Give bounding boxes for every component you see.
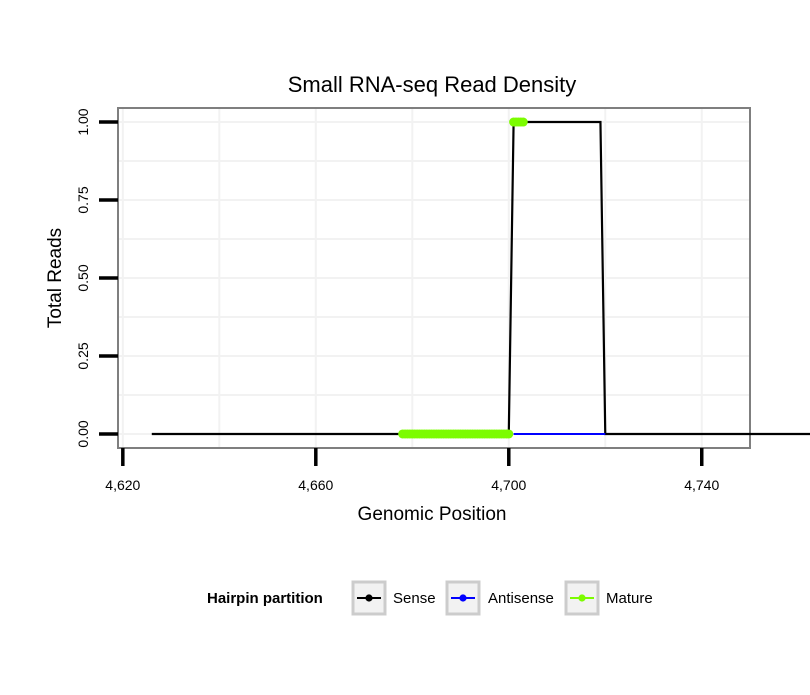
x-tick-label: 4,700 — [491, 477, 526, 493]
legend-marker-sense — [365, 594, 373, 602]
y-tick-label: 0.25 — [75, 342, 91, 369]
x-tick-label: 4,740 — [684, 477, 719, 493]
x-tick-label: 4,620 — [105, 477, 140, 493]
chart-title: Small RNA-seq Read Density — [288, 72, 577, 97]
legend-label-mature: Mature — [606, 590, 653, 607]
axis-layer: 0.00 0.25 0.50 0.75 1.00 4,620 4,660 4,700 4,740 — [75, 108, 719, 493]
legend-title: Hairpin partition — [207, 590, 323, 607]
series-mature-point — [518, 117, 528, 127]
y-axis-label: Total Reads — [45, 228, 66, 328]
y-tick-label: 0.00 — [75, 420, 91, 447]
series-layer — [151, 117, 810, 439]
y-tick-label: 1.00 — [75, 108, 91, 135]
y-tick-label: 0.50 — [75, 264, 91, 291]
y-tick-label: 0.75 — [75, 186, 91, 213]
legend-marker-antisense — [459, 594, 467, 602]
legend-label-sense: Sense — [393, 590, 436, 607]
legend-label-antisense: Antisense — [488, 590, 554, 607]
legend-marker-mature — [578, 594, 586, 602]
x-tick-label: 4,660 — [298, 477, 333, 493]
legend: Hairpin partition Sense Antisense Mature — [207, 580, 653, 616]
series-mature-point — [504, 429, 514, 439]
x-axis-label: Genomic Position — [358, 504, 507, 525]
